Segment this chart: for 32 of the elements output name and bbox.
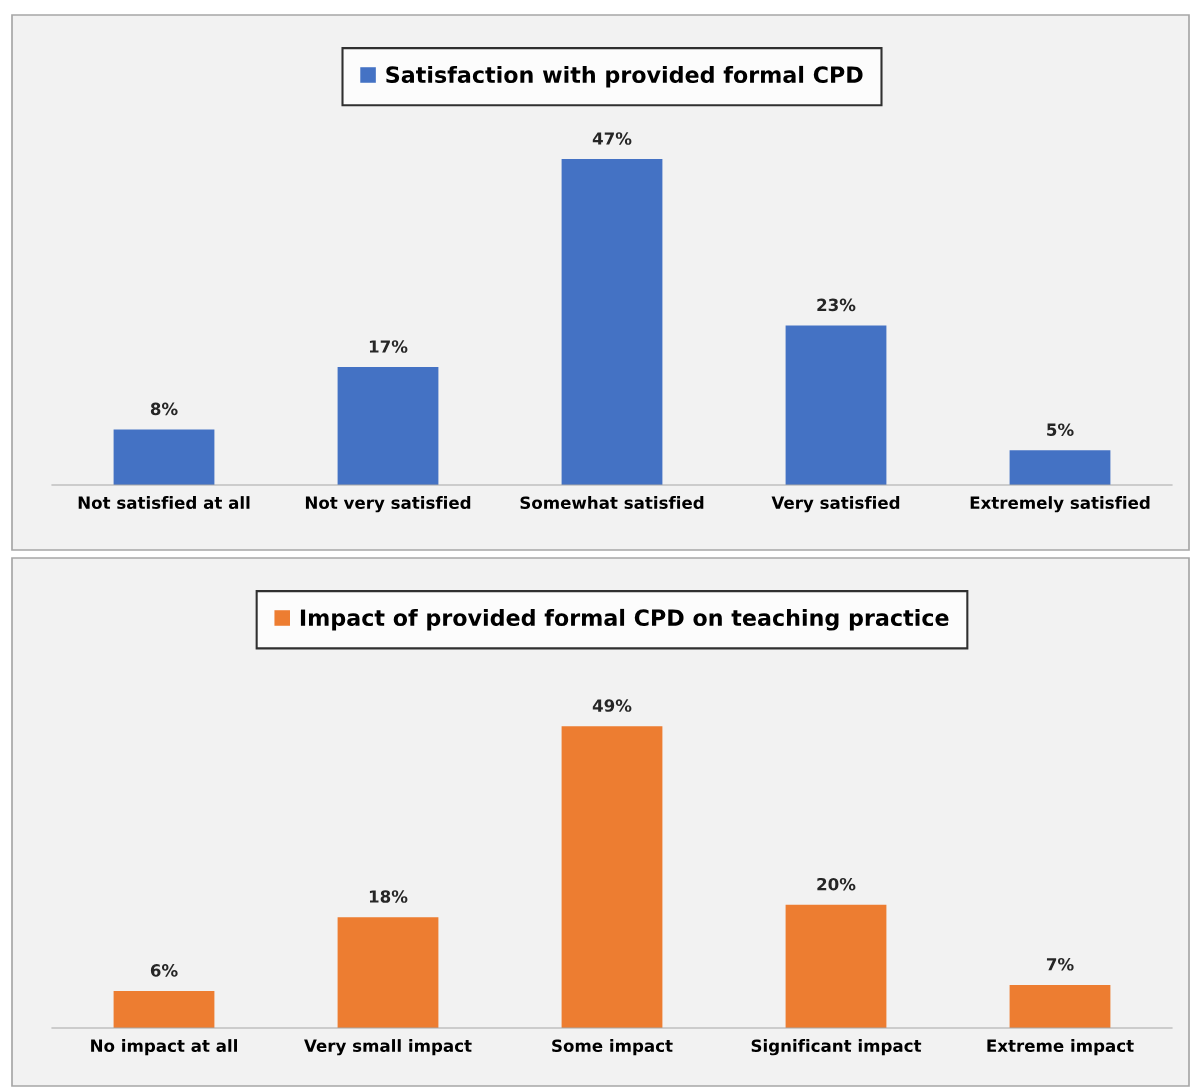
- x-tick-label: Not very satisfied: [305, 496, 471, 513]
- bar: [785, 325, 887, 485]
- data-label: 5%: [1047, 423, 1074, 436]
- x-tick-label: Very small impact: [304, 1039, 472, 1056]
- bar: [561, 159, 663, 485]
- x-tick-label: Not satisfied at all: [78, 496, 250, 510]
- x-tick-label: Extreme impact: [987, 1039, 1134, 1056]
- x-tick-label: Very satisfied: [771, 496, 900, 513]
- bar: [785, 904, 887, 1028]
- data-label: 23%: [817, 298, 856, 312]
- x-tick-label: Some impact: [552, 1039, 673, 1056]
- bar: [113, 991, 215, 1028]
- bar: [1009, 450, 1111, 485]
- bar: [561, 726, 663, 1028]
- data-label: 6%: [150, 964, 178, 977]
- data-label: 18%: [369, 890, 408, 903]
- data-label: 47%: [592, 132, 632, 145]
- bar: [337, 367, 439, 485]
- data-label: 17%: [369, 340, 408, 353]
- legend-label: Satisfaction with provided formal CPD: [386, 65, 863, 88]
- legend-label: Impact of provided formal CPD on teaching practice: [300, 608, 949, 631]
- x-tick-label: No impact at all: [91, 1039, 237, 1056]
- data-label: 49%: [592, 699, 632, 712]
- data-label: 8%: [150, 402, 178, 416]
- x-tick-label: Significant impact: [751, 1039, 922, 1056]
- x-tick-label: Somewhat satisfied: [520, 496, 704, 510]
- data-label: 7%: [1046, 957, 1074, 971]
- x-tick-label: Extremely satisfied: [970, 496, 1150, 513]
- data-label: 20%: [817, 877, 856, 891]
- bar: [113, 429, 215, 485]
- bar: [1009, 984, 1111, 1028]
- bar: [337, 917, 439, 1028]
